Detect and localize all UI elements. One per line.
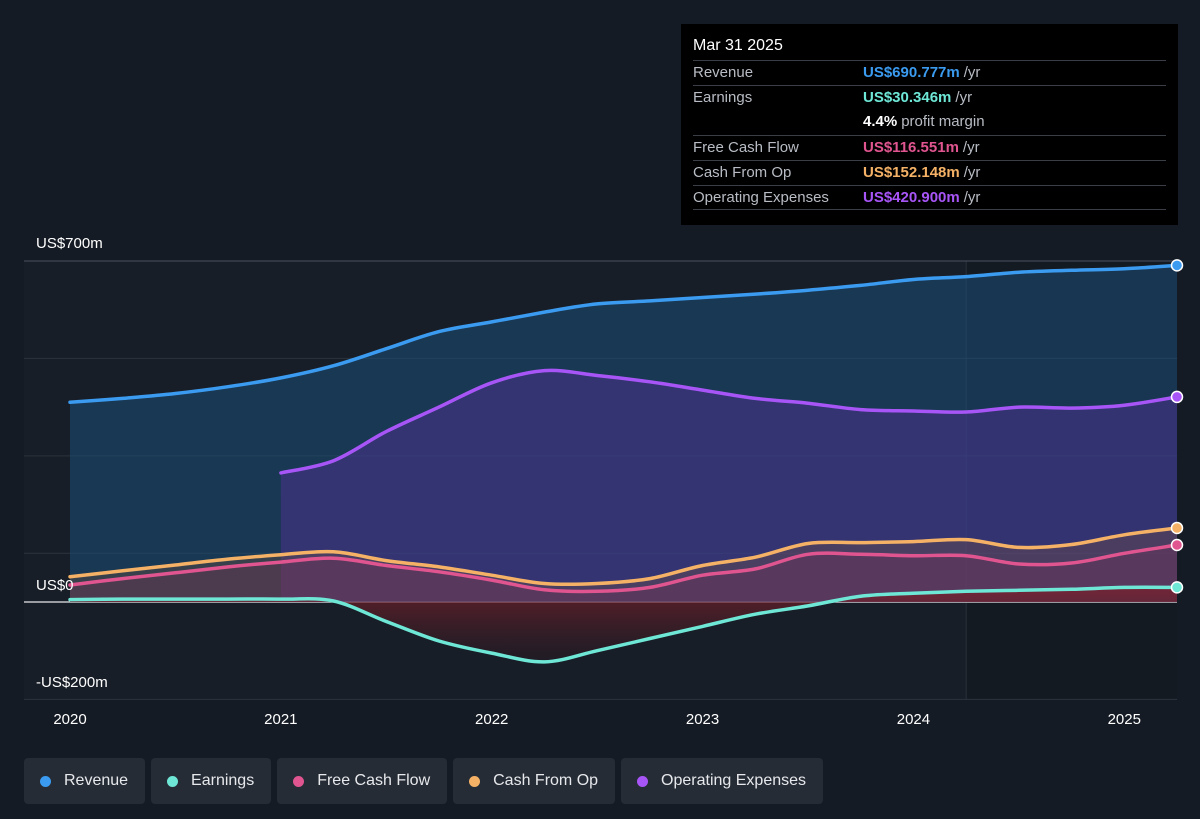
x-tick-label: 2024 xyxy=(897,711,930,728)
legend-item-revenue[interactable]: Revenue xyxy=(24,758,146,804)
cash-from-op-area xyxy=(70,528,1177,602)
tooltip-row-label xyxy=(693,110,863,135)
legend-item-cash-from-op[interactable]: Cash From Op xyxy=(453,758,616,804)
operating-expenses-area xyxy=(280,370,1177,602)
tooltip-row-unit: /yr xyxy=(963,189,981,206)
tooltip-row-label: Cash From Op xyxy=(693,164,792,181)
legend: Revenue Earnings Free Cash Flow Cash From O… xyxy=(24,758,824,804)
y-tick-label: -US$200m xyxy=(36,674,108,691)
y-tick-label: US$0 xyxy=(36,577,74,594)
legend-label: Revenue xyxy=(64,772,129,789)
tooltip-row-unit: /yr xyxy=(955,89,973,106)
x-tick-label: 2025 xyxy=(1108,711,1141,728)
revenue-area xyxy=(70,265,1177,602)
legend-dot-icon xyxy=(167,775,179,787)
tooltip-row-label: Revenue xyxy=(693,64,754,81)
tooltip-row-value: US$420.900m xyxy=(863,189,960,206)
legend-dot-icon xyxy=(40,775,51,787)
tooltip-row-unit: /yr xyxy=(963,64,981,81)
cash-from-op-line xyxy=(68,526,1179,587)
tooltip-row-label: Operating Expenses xyxy=(693,189,829,206)
cash-from-op-end-point xyxy=(1170,521,1184,535)
x-tick-label: 2022 xyxy=(475,711,508,728)
tooltip-panel: Mar 31 2025 Revenue US$690.777m/yr Earning… xyxy=(681,24,1178,225)
legend-dot-icon xyxy=(637,775,649,787)
y-tick-label: US$700m xyxy=(36,235,103,252)
tooltip-row-value: US$30.346m xyxy=(863,89,952,106)
earnings-area xyxy=(70,587,1177,662)
legend-label: Earnings xyxy=(191,772,255,789)
tooltip-row-value: US$152.148m xyxy=(863,164,960,181)
operating-expenses-end-point xyxy=(1170,390,1184,404)
legend-item-free-cash-flow[interactable]: Free Cash Flow xyxy=(277,758,448,804)
legend-item-earnings[interactable]: Earnings xyxy=(151,758,272,804)
x-tick-label: 2023 xyxy=(686,711,719,728)
tooltip-date: Mar 31 2025 xyxy=(693,37,783,54)
tooltip-row-unit: /yr xyxy=(963,164,981,181)
tooltip-row: Operating Expenses US$420.900m/yr xyxy=(693,185,1166,210)
legend-dot-icon xyxy=(469,775,481,787)
x-tick-label: 2021 xyxy=(264,711,297,728)
tooltip-row: Free Cash Flow US$116.551m/yr xyxy=(693,135,1166,160)
tooltip-row-unit: /yr xyxy=(962,139,980,156)
legend-label: Free Cash Flow xyxy=(317,772,431,789)
legend-label: Operating Expenses xyxy=(661,772,807,789)
tooltip-row-value: US$116.551m xyxy=(863,139,959,156)
x-tick-label: 2020 xyxy=(53,711,86,728)
legend-label: Cash From Op xyxy=(493,772,599,789)
operating-expenses-line xyxy=(279,368,1179,475)
free-cash-flow-end-point xyxy=(1170,538,1184,552)
tooltip-row-value: US$690.777m xyxy=(863,64,960,81)
tooltip-row: Revenue US$690.777m/yr xyxy=(693,60,1166,85)
legend-dot-icon xyxy=(293,775,305,787)
earnings-line xyxy=(68,585,1179,664)
tooltip-row-unit: profit margin xyxy=(901,113,985,130)
revenue-line xyxy=(68,263,1179,405)
legend-item-operating-expenses[interactable]: Operating Expenses xyxy=(621,758,824,804)
tooltip-row-value: 4.4% xyxy=(863,113,898,130)
tooltip-row: 4.4% profit margin xyxy=(693,110,1166,135)
tooltip-row-label: Earnings xyxy=(693,89,753,106)
free-cash-flow-line xyxy=(68,543,1179,594)
earnings-end-point xyxy=(1170,581,1184,594)
tooltip-row-label: Free Cash Flow xyxy=(693,139,799,156)
revenue-end-point xyxy=(1170,259,1184,272)
tooltip-row: Cash From Op US$152.148m/yr xyxy=(693,160,1166,185)
tooltip-row: Earnings US$30.346m/yr xyxy=(693,85,1166,110)
